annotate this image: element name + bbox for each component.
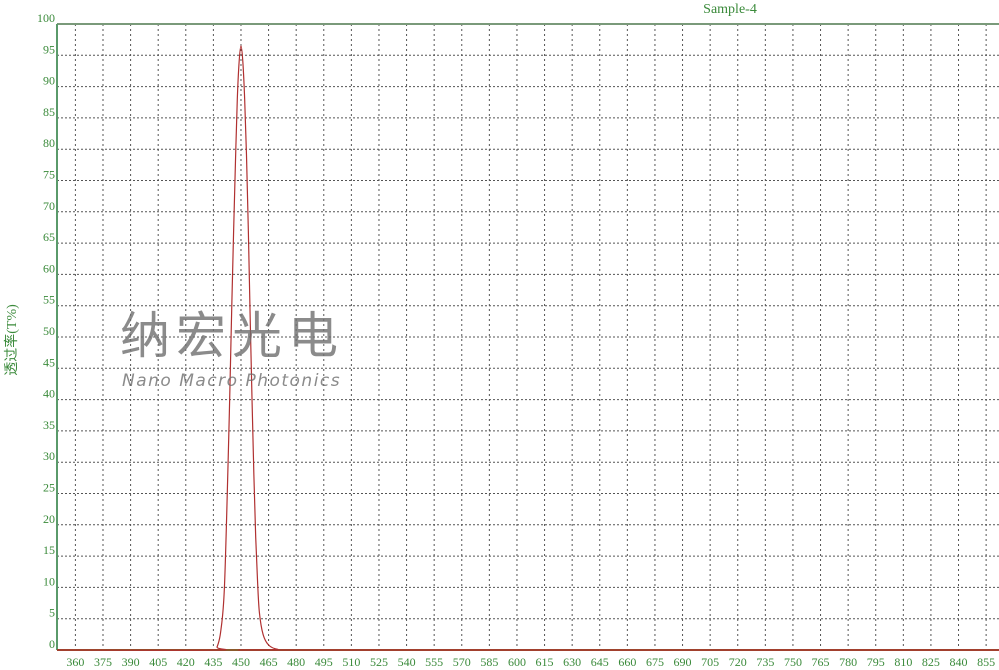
y-tick-label: 50 — [43, 324, 55, 338]
x-tick-label: 585 — [480, 655, 498, 669]
transmission-curve — [56, 45, 999, 651]
watermark-logo-en: Nano Macro Photonics — [122, 371, 342, 391]
y-tick-label: 100 — [37, 11, 55, 25]
y-tick-label: 25 — [43, 481, 55, 495]
x-tick-label: 645 — [591, 655, 609, 669]
x-tick-label: 795 — [867, 655, 885, 669]
y-tick-label: 95 — [43, 42, 55, 56]
y-tick-label: 55 — [43, 293, 55, 307]
x-tick-label: 765 — [812, 655, 830, 669]
y-axis-label: 透过率(T%) — [3, 304, 20, 376]
x-tick-label: 480 — [287, 655, 305, 669]
x-tick-label: 465 — [260, 655, 278, 669]
y-tick-label: 10 — [43, 574, 55, 588]
x-tick-label: 690 — [674, 655, 692, 669]
x-tick-label: 630 — [563, 655, 581, 669]
y-tick-label: 35 — [43, 418, 55, 432]
y-tick-label: 40 — [43, 387, 55, 401]
y-tick-label: 20 — [43, 512, 55, 526]
x-tick-label: 780 — [839, 655, 857, 669]
y-tick-label: 90 — [43, 74, 55, 88]
x-tick-labels: 360 375 390 405 420 435 450 465 480 495 510 525 540 5… — [66, 655, 995, 669]
y-tick-label: 0 — [49, 637, 55, 651]
x-tick-label: 750 — [784, 655, 802, 669]
x-tick-label: 810 — [894, 655, 912, 669]
y-tick-label: 5 — [49, 606, 55, 620]
x-tick-label: 525 — [370, 655, 388, 669]
x-tick-label: 720 — [729, 655, 747, 669]
y-tick-labels: 0 5 10 15 20 25 30 35 40 45 50 55 60 65 70 75 80 85 90 95 10… — [37, 11, 55, 651]
x-tick-label: 540 — [398, 655, 416, 669]
x-tick-label: 360 — [66, 655, 84, 669]
series-layer — [56, 45, 999, 651]
x-tick-label: 405 — [149, 655, 167, 669]
y-tick-label: 45 — [43, 355, 55, 369]
x-tick-label: 510 — [342, 655, 360, 669]
y-tick-label: 85 — [43, 105, 55, 119]
watermark-logo-cn: 纳宏光电 — [120, 307, 344, 365]
y-tick-label: 15 — [43, 543, 55, 557]
x-tick-label: 675 — [646, 655, 664, 669]
x-tick-label: 555 — [425, 655, 443, 669]
x-tick-label: 420 — [177, 655, 195, 669]
x-tick-label: 840 — [950, 655, 968, 669]
y-tick-label: 70 — [43, 199, 55, 213]
x-tick-label: 855 — [977, 655, 995, 669]
x-tick-label: 570 — [453, 655, 471, 669]
y-tick-label: 30 — [43, 449, 55, 463]
chart-title: Sample-4 — [703, 2, 757, 17]
x-tick-label: 375 — [94, 655, 112, 669]
x-tick-label: 825 — [922, 655, 940, 669]
y-tick-label: 75 — [43, 168, 55, 182]
x-tick-label: 735 — [756, 655, 774, 669]
x-tick-label: 495 — [315, 655, 333, 669]
x-tick-label: 600 — [508, 655, 526, 669]
y-tick-label: 80 — [43, 136, 55, 150]
x-tick-label: 450 — [232, 655, 250, 669]
y-tick-label: 60 — [43, 261, 55, 275]
x-tick-label: 390 — [122, 655, 140, 669]
x-tick-label: 435 — [204, 655, 222, 669]
x-tick-label: 615 — [536, 655, 554, 669]
x-tick-label: 705 — [701, 655, 719, 669]
grid — [57, 24, 999, 650]
y-tick-label: 65 — [43, 230, 55, 244]
x-tick-label: 660 — [618, 655, 636, 669]
